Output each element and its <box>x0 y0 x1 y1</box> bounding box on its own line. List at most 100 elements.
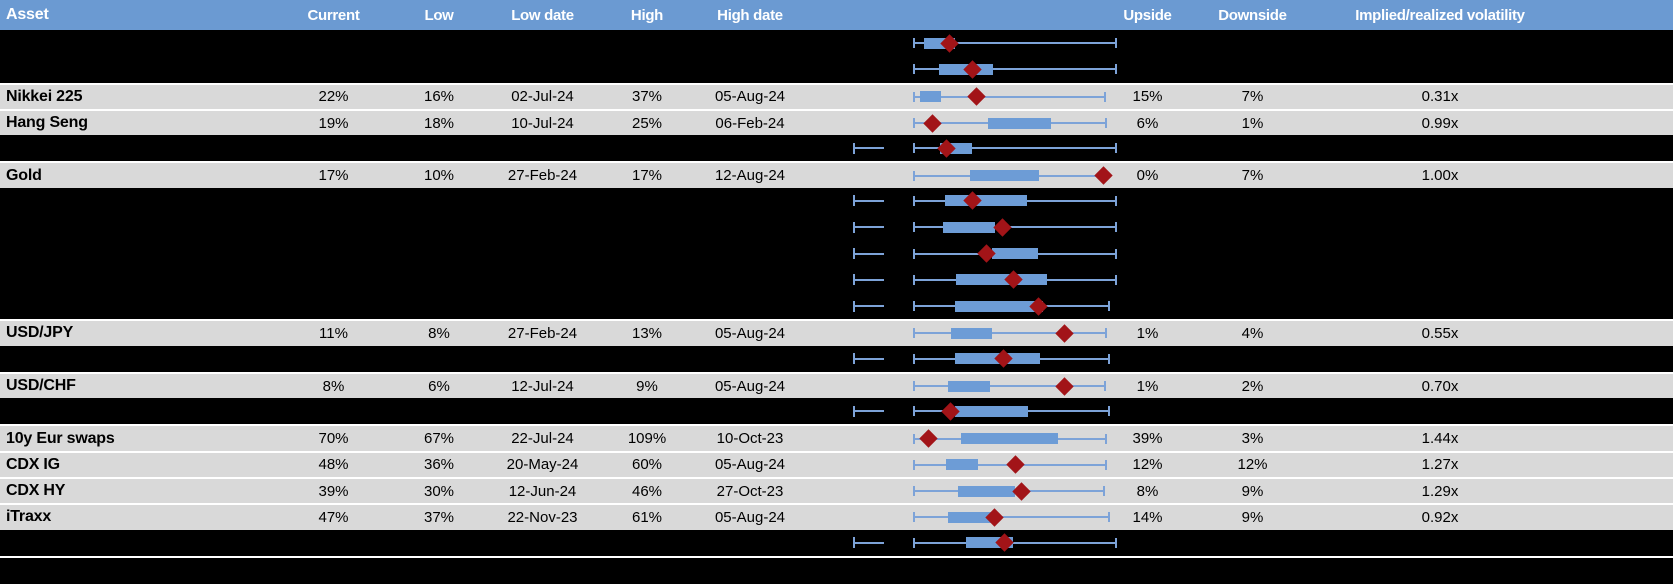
range-box <box>954 300 1043 312</box>
current-cell[interactable]: 22% <box>318 88 349 106</box>
low-cell[interactable]: 67% <box>423 430 455 448</box>
downside-cell[interactable]: 1% <box>1241 114 1264 132</box>
asset-cell[interactable]: CDX IG <box>6 455 60 473</box>
whisker-line <box>913 305 1110 308</box>
high-date-cell[interactable]: 05-Aug-24 <box>714 324 786 342</box>
header-cell-high-date[interactable]: High date <box>717 6 783 24</box>
upside-cell[interactable]: 8% <box>1136 482 1159 500</box>
asset-cell[interactable]: USD/JPY <box>6 324 74 342</box>
high-cell[interactable]: 60% <box>631 456 663 474</box>
asset-cell[interactable]: CDX HY <box>6 482 66 500</box>
downside-cell[interactable]: 9% <box>1241 482 1264 500</box>
header-cell-asset[interactable]: Asset <box>6 6 49 23</box>
implied-realized-vol-cell[interactable]: 0.92x <box>1421 508 1459 526</box>
current-cell[interactable]: 48% <box>318 456 349 474</box>
upside-cell[interactable]: 15% <box>1132 88 1163 106</box>
current-cell[interactable]: 70% <box>318 430 349 448</box>
implied-realized-vol-cell[interactable]: 0.55x <box>1421 324 1459 342</box>
current-cell[interactable]: 39% <box>318 482 349 500</box>
low-date-cell[interactable]: 10-Jul-24 <box>511 114 574 132</box>
upside-cell[interactable]: 6% <box>1136 114 1159 132</box>
low-date-cell[interactable]: 12-Jul-24 <box>511 377 574 395</box>
low-date-cell[interactable]: 27-Feb-24 <box>507 167 578 185</box>
low-cell[interactable]: 30% <box>423 482 455 500</box>
implied-realized-vol-cell[interactable]: 1.44x <box>1421 430 1459 448</box>
upside-cell[interactable]: 39% <box>1132 430 1163 448</box>
low-cell[interactable]: 10% <box>423 167 455 185</box>
high-cell[interactable]: 9% <box>636 377 658 395</box>
high-cell[interactable]: 17% <box>631 167 663 185</box>
asset-cell[interactable]: iTraxx <box>6 508 52 526</box>
current-cell[interactable]: 19% <box>318 114 349 132</box>
current-cell[interactable]: 8% <box>322 377 345 395</box>
low-date-cell[interactable]: 02-Jul-24 <box>511 88 574 106</box>
low-cell[interactable]: 16% <box>423 88 455 106</box>
current-cell[interactable]: 17% <box>318 167 349 185</box>
upside-cell[interactable]: 1% <box>1136 377 1159 395</box>
high-date-cell[interactable]: 27-Oct-23 <box>716 482 784 500</box>
implied-realized-vol-cell[interactable]: 0.70x <box>1421 377 1459 395</box>
high-cell[interactable]: 46% <box>631 482 663 500</box>
high-date-cell[interactable]: 05-Aug-24 <box>714 88 786 106</box>
whisker-line <box>913 385 1106 387</box>
current-level-diamond-icon <box>919 429 939 448</box>
downside-cell[interactable]: 4% <box>1241 324 1264 342</box>
low-cell[interactable]: 37% <box>423 508 455 526</box>
low-date-cell[interactable]: 22-Nov-23 <box>507 508 578 526</box>
whisker-line <box>913 199 1117 202</box>
high-cell[interactable]: 109% <box>627 430 667 448</box>
header-cell-implied-realized-vol[interactable]: Implied/realized volatility <box>1355 6 1525 24</box>
header-cell-low-date[interactable]: Low date <box>511 6 574 24</box>
asset-cell[interactable]: Hang Seng <box>6 114 88 132</box>
low-cell[interactable]: 6% <box>428 377 450 395</box>
high-date-cell[interactable]: 12-Aug-24 <box>714 167 786 185</box>
high-date-cell[interactable]: 05-Aug-24 <box>714 377 786 395</box>
downside-cell[interactable]: 7% <box>1241 88 1264 106</box>
implied-realized-vol-cell[interactable]: 1.00x <box>1421 167 1459 185</box>
asset-cell[interactable]: USD/CHF <box>6 377 76 394</box>
high-date-cell[interactable]: 05-Aug-24 <box>714 456 786 474</box>
upside-cell[interactable]: 1% <box>1136 324 1159 342</box>
implied-realized-vol-cell[interactable]: 0.99x <box>1421 114 1459 132</box>
current-cell[interactable]: 11% <box>319 324 348 342</box>
downside-cell[interactable]: 7% <box>1241 167 1264 185</box>
low-cell[interactable]: 8% <box>428 324 450 342</box>
low-date-cell[interactable]: 12-Jun-24 <box>508 482 577 500</box>
high-cell[interactable]: 13% <box>631 324 663 342</box>
implied-realized-vol-cell[interactable]: 0.31x <box>1421 88 1459 106</box>
upside-cell[interactable]: 0% <box>1136 167 1159 185</box>
high-date-cell[interactable]: 10-Oct-23 <box>716 430 784 448</box>
whisker-line <box>913 278 1117 281</box>
high-cell[interactable]: 37% <box>631 88 663 106</box>
high-date-cell[interactable]: 06-Feb-24 <box>715 114 785 132</box>
high-date-cell[interactable]: 05-Aug-24 <box>714 508 786 526</box>
low-date-cell[interactable]: 27-Feb-24 <box>507 324 578 342</box>
downside-cell[interactable]: 2% <box>1241 377 1264 395</box>
asset-cell[interactable]: Nikkei 225 <box>6 87 83 105</box>
whisker-line <box>913 68 1117 71</box>
implied-realized-vol-cell[interactable]: 1.29x <box>1421 482 1459 500</box>
high-cell[interactable]: 61% <box>631 508 663 526</box>
header-cell-high[interactable]: High <box>630 6 664 24</box>
upside-cell[interactable]: 12% <box>1132 456 1163 474</box>
boxplot-chart <box>0 30 1673 56</box>
low-cell[interactable]: 36% <box>423 456 455 474</box>
asset-cell[interactable]: 10y Eur swaps <box>6 429 115 447</box>
low-date-cell[interactable]: 20-May-24 <box>506 456 579 474</box>
downside-cell[interactable]: 9% <box>1241 508 1264 526</box>
whisker-cap-right <box>1107 353 1110 364</box>
header-cell-low[interactable]: Low <box>424 6 454 24</box>
high-cell[interactable]: 25% <box>631 114 663 132</box>
current-cell[interactable]: 47% <box>318 508 349 526</box>
downside-cell[interactable]: 12% <box>1237 456 1268 474</box>
asset-cell[interactable]: Gold <box>6 166 42 184</box>
low-date-cell[interactable]: 22-Jul-24 <box>511 430 574 448</box>
header-cell-upside[interactable]: Upside <box>1123 6 1172 24</box>
implied-realized-vol-cell[interactable]: 1.27x <box>1421 456 1459 474</box>
header-cell-current[interactable]: Current <box>307 6 360 24</box>
whisker-cap-left <box>913 195 915 206</box>
downside-cell[interactable]: 3% <box>1241 430 1264 448</box>
upside-cell[interactable]: 14% <box>1132 508 1163 526</box>
low-cell[interactable]: 18% <box>423 114 455 132</box>
header-cell-downside[interactable]: Downside <box>1218 6 1287 24</box>
